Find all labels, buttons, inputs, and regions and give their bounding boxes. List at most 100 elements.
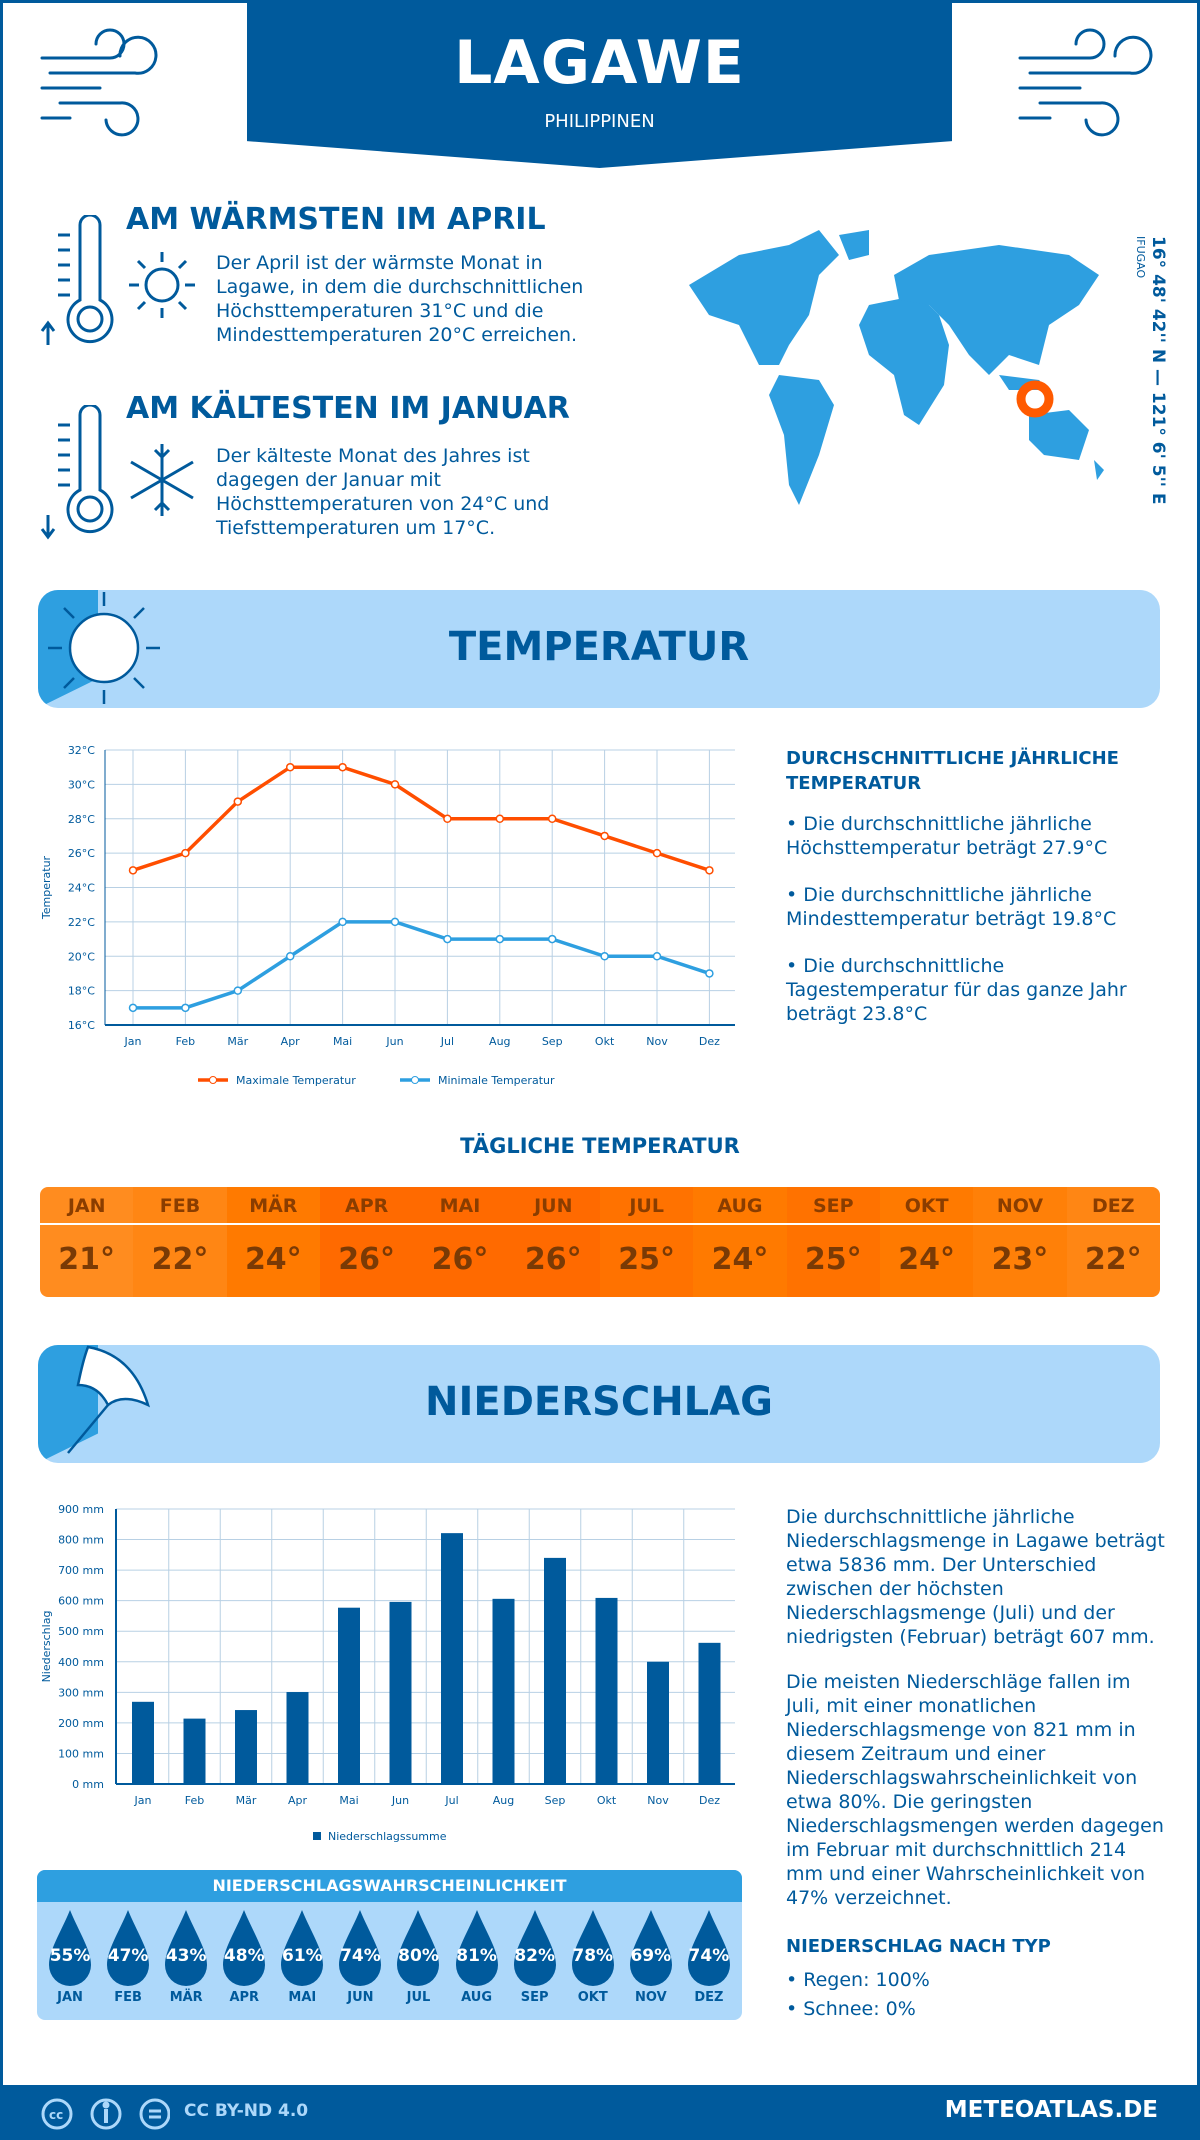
daily-temp-cell: JUN 26° <box>506 1187 600 1297</box>
precipitation-probability-panel: NIEDERSCHLAGSWAHRSCHEINLICHKEIT 55% JAN 47… <box>37 1870 742 2020</box>
y-tick-label: 0 mm <box>72 1778 104 1791</box>
probability-month: APR <box>229 1990 260 2005</box>
x-tick-label: Jun <box>391 1794 409 1807</box>
temperature-title: TEMPERATUR <box>448 624 750 670</box>
wind-icon-left <box>40 28 158 137</box>
umbrella-rain-icon <box>67 1345 151 1454</box>
precip-bar <box>183 1718 206 1784</box>
y-tick-label: 800 mm <box>58 1534 104 1547</box>
probability-value: 55% <box>49 1946 91 1966</box>
data-point <box>495 934 505 944</box>
probability-month: MÄR <box>169 1990 203 2005</box>
probability-drop: 78% OKT <box>564 1902 622 2020</box>
data-point <box>547 934 557 944</box>
daily-temp-month: JAN <box>40 1187 134 1225</box>
y-tick-label: 30°C <box>68 778 95 791</box>
data-point <box>705 866 714 875</box>
precip-paragraph-1: Die durchschnittliche jährliche Niedersc… <box>786 1506 1165 1648</box>
probability-month: NOV <box>634 1990 667 2005</box>
footer: cc CC BY-ND 4.0 METEOATLAS.DE <box>0 2085 1200 2140</box>
raindrop-icon <box>629 1910 672 1986</box>
warmest-heading: AM WÄRMSTEN IM APRIL <box>126 202 546 237</box>
probability-value: 43% <box>165 1946 207 1966</box>
y-tick-label: 900 mm <box>58 1503 104 1516</box>
daily-temp-value: 26° <box>338 1242 396 1277</box>
data-point <box>495 814 505 823</box>
probability-drop: 43% MÄR <box>157 1902 215 2020</box>
y-tick-label: 400 mm <box>58 1656 104 1669</box>
probability-month: JUL <box>406 1990 431 2005</box>
daily-temp-cell: MÄR 24° <box>226 1187 320 1297</box>
probability-drop: 74% DEZ <box>680 1902 738 2020</box>
daily-temp-month: NOV <box>973 1187 1067 1225</box>
daily-temp-value: 22° <box>151 1242 209 1277</box>
x-tick-label: Sep <box>542 1035 563 1048</box>
daily-temp-cell: SEP 25° <box>786 1187 880 1297</box>
x-tick-label: Jul <box>440 1035 454 1048</box>
probability-month: SEP <box>520 1990 549 2005</box>
data-point <box>652 952 662 961</box>
probability-drop: 61% MAI <box>273 1902 331 2020</box>
daily-temp-cell: APR 26° <box>319 1187 414 1297</box>
probability-value: 80% <box>398 1946 439 1966</box>
y-tick-label: 28°C <box>68 813 95 826</box>
daily-temp-value: 24° <box>711 1242 769 1277</box>
data-point <box>443 814 452 823</box>
x-tick-label: Dez <box>699 1794 720 1807</box>
legend-marker <box>209 1076 217 1084</box>
data-point <box>338 762 347 772</box>
data-point <box>233 986 243 995</box>
data-point <box>547 814 557 823</box>
daily-temp-value: 25° <box>618 1242 675 1277</box>
precip-bar <box>132 1701 154 1784</box>
raindrop-icon <box>223 1910 266 1986</box>
annual-temp-bullet: • Die durchschnittliche Tagestemperatur … <box>786 955 1127 1025</box>
daily-temp-heading: TÄGLICHE TEMPERATUR <box>460 1134 740 1158</box>
license-label[interactable]: CC BY-ND 4.0 <box>184 2101 309 2121</box>
daily-temp-month: JUN <box>506 1187 600 1225</box>
cc-license-icons: cc <box>41 2098 170 2130</box>
probability-drop: 69% NOV <box>622 1902 680 2020</box>
annual-temp-bullet: • Die durchschnittliche jährliche Mindes… <box>786 884 1117 930</box>
thermometer-cold-icon <box>40 405 114 540</box>
precipitation-banner: NIEDERSCHLAG <box>38 1345 1160 1463</box>
series-line <box>133 920 710 1010</box>
data-point <box>338 917 347 927</box>
data-point <box>181 1003 190 1013</box>
site-link[interactable]: METEOATLAS.DE <box>944 2097 1158 2123</box>
precipitation-chart: 0 mm 100 mm 200 mm 300 mm 400 mm 500 mm 600 mm… <box>40 1503 735 1843</box>
raindrop-icon <box>49 1910 91 1986</box>
daily-temp-month: OKT <box>879 1187 974 1225</box>
legend-swatch <box>313 1832 321 1840</box>
x-tick-label: Sep <box>545 1794 566 1807</box>
x-tick-label: Feb <box>185 1794 204 1807</box>
data-point <box>390 917 400 927</box>
y-tick-label: 18°C <box>68 985 95 998</box>
thermometer-warm-icon <box>40 215 114 345</box>
probability-value: 74% <box>340 1946 381 1966</box>
daily-temp-cell: FEB 22° <box>133 1187 227 1297</box>
y-tick-label: 16°C <box>68 1019 95 1032</box>
coordinates: 16° 48' 42'' N — 121° 6' 5'' E <box>1148 236 1168 505</box>
x-tick-label: Aug <box>493 1794 514 1807</box>
x-tick-label: Okt <box>597 1794 617 1807</box>
x-tick-label: Nov <box>646 1035 668 1048</box>
raindrop-icon <box>339 1910 382 1986</box>
daily-temp-month: DEZ <box>1066 1187 1160 1225</box>
daily-temp-month: MAI <box>413 1187 507 1225</box>
y-tick-label: 700 mm <box>58 1564 104 1577</box>
daily-temp-cell: JAN 21° <box>40 1187 134 1297</box>
daily-temp-cell: MAI 26° <box>413 1187 507 1297</box>
warmest-text: Der April ist der wärmste Monat in Lagaw… <box>216 252 584 346</box>
daily-temp-value: 21° <box>58 1242 116 1277</box>
x-tick-label: Jun <box>385 1035 403 1048</box>
precip-bar <box>338 1607 360 1784</box>
x-tick-label: Jan <box>134 1794 152 1807</box>
probability-heading: NIEDERSCHLAGSWAHRSCHEINLICHKEIT <box>37 1870 742 1902</box>
precip-bar <box>389 1601 412 1784</box>
y-tick-label: 100 mm <box>58 1747 104 1760</box>
data-point <box>390 780 400 789</box>
precip-bar <box>698 1642 721 1784</box>
probability-value: 74% <box>688 1946 730 1966</box>
probability-value: 78% <box>572 1946 614 1966</box>
